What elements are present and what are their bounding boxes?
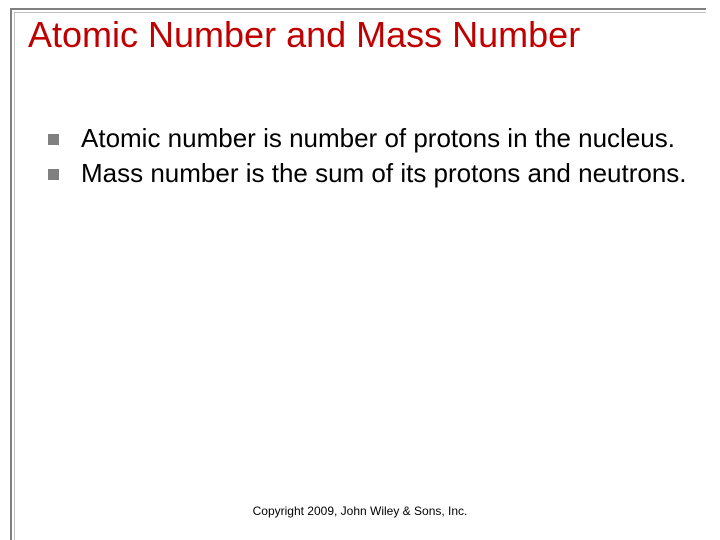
slide-title: Atomic Number and Mass Number [28, 14, 700, 55]
list-item: Mass number is the sum of its protons an… [48, 157, 690, 190]
list-item: Atomic number is number of protons in th… [48, 122, 690, 155]
bullet-text: Mass number is the sum of its protons an… [81, 157, 687, 190]
square-bullet-icon [48, 169, 59, 180]
copyright-footer: Copyright 2009, John Wiley & Sons, Inc. [0, 504, 720, 518]
slide-frame [10, 8, 706, 540]
frame-inner-border [14, 12, 706, 540]
bullet-text: Atomic number is number of protons in th… [81, 122, 675, 155]
content-area: Atomic number is number of protons in th… [48, 122, 690, 191]
square-bullet-icon [48, 134, 59, 145]
